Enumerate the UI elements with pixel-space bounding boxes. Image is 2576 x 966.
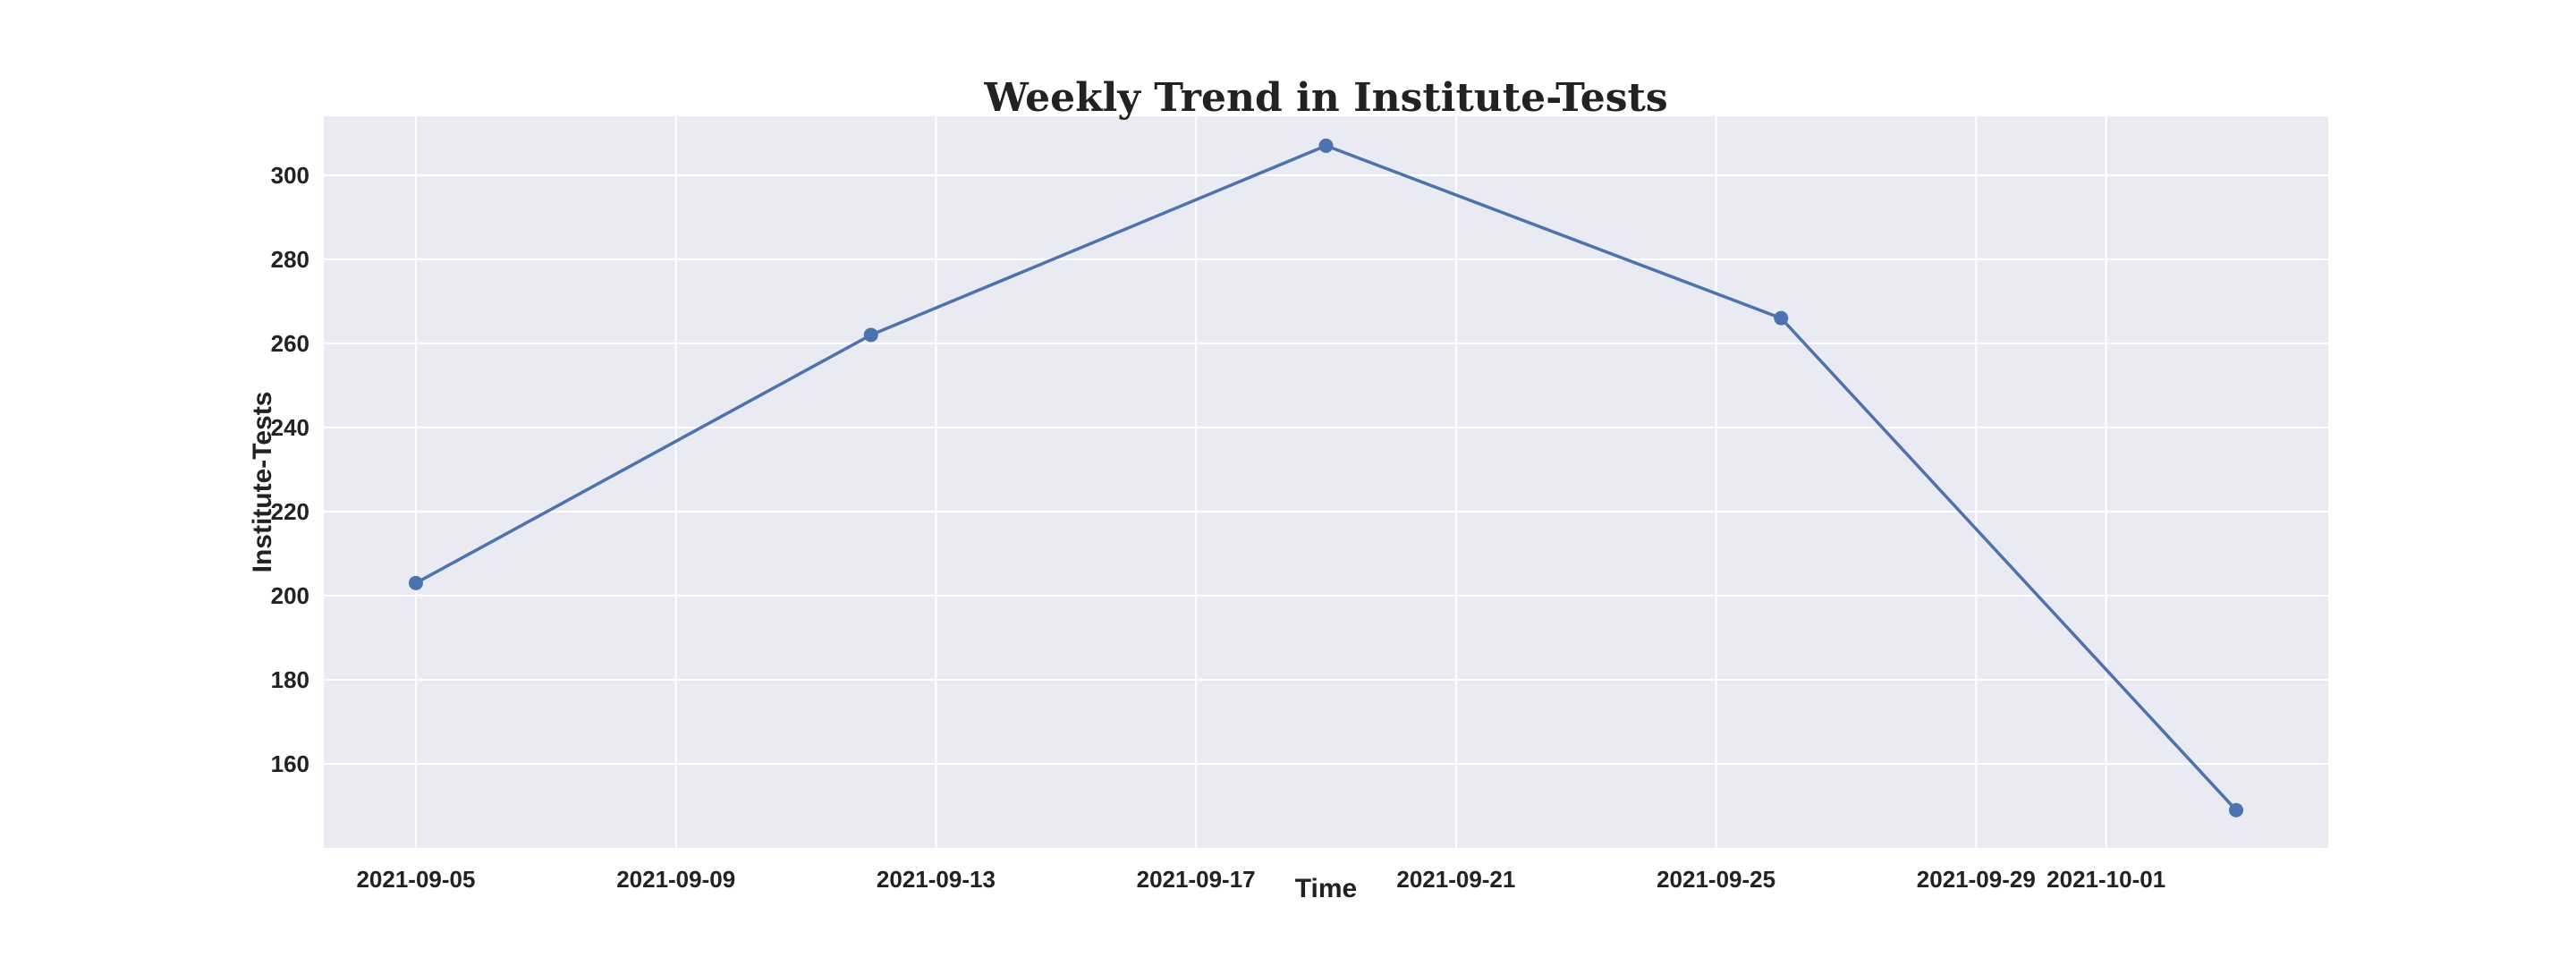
y-tick-label: 180 [271, 666, 309, 693]
data-point [1774, 310, 1789, 326]
y-tick-label: 220 [271, 498, 309, 525]
y-tick-label: 160 [271, 750, 309, 777]
data-point [2229, 802, 2244, 818]
y-tick-label: 300 [271, 162, 309, 189]
x-tick-label: 2021-09-25 [1657, 866, 1775, 893]
x-tick-label: 2021-09-05 [356, 866, 475, 893]
x-tick-label: 2021-09-21 [1396, 866, 1515, 893]
data-point [863, 327, 878, 343]
chart-title: Weekly Trend in Institute-Tests [983, 75, 1667, 121]
x-tick-label: 2021-09-17 [1137, 866, 1256, 893]
x-tick-label: 2021-09-09 [616, 866, 735, 893]
x-tick-label: 2021-09-13 [877, 866, 996, 893]
tick-labels: 2021-09-05 2021-09-09 2021-09-13 2021-09-17… [271, 162, 2166, 893]
data-point [1318, 138, 1334, 153]
y-tick-label: 260 [271, 330, 309, 357]
x-axis-label: Time [1295, 874, 1357, 903]
data-point [408, 575, 423, 590]
grid-lines [324, 116, 2328, 848]
y-tick-label: 280 [271, 246, 309, 273]
y-tick-label: 200 [271, 582, 309, 609]
series-layer [408, 138, 2244, 818]
y-axis-label: Institute-Tests [248, 392, 277, 573]
y-tick-label: 240 [271, 414, 309, 441]
x-tick-label: 2021-09-29 [1917, 866, 2036, 893]
plot-area [324, 116, 2328, 848]
x-tick-label: 2021-10-01 [2046, 866, 2165, 893]
